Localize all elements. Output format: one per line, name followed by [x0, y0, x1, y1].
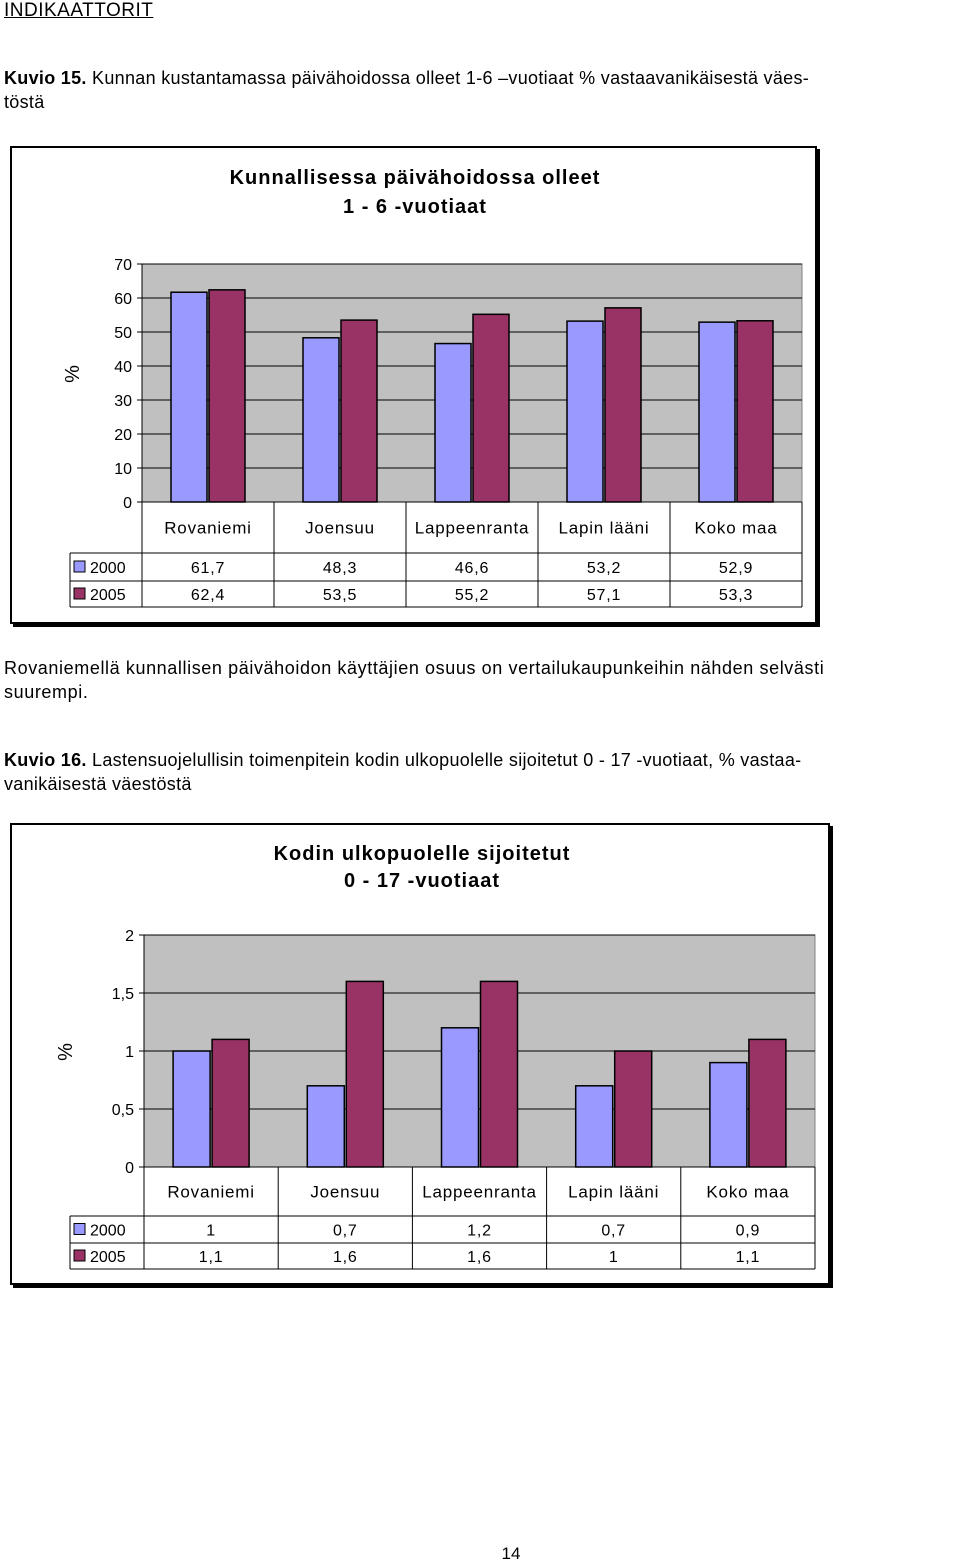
chart2-data-label-2005: 1,6 [467, 1249, 492, 1266]
chart1-bar-2005 [604, 307, 642, 503]
chart2-category-label: Lapin lääni [568, 1183, 659, 1202]
chart1-data-label-2005: 62,4 [191, 587, 225, 604]
chart1-legend-key-2000 [73, 560, 86, 573]
chart2-bar-2000 [172, 1050, 211, 1168]
chart2-legend-key-2005 [73, 1249, 86, 1262]
chart2-ytick-label: 0,5 [112, 1102, 134, 1119]
chart1-data-label-2005: 55,2 [455, 587, 489, 604]
chart1-bar-2000 [170, 291, 208, 503]
chart2-data-label-2000: 1,2 [467, 1223, 492, 1240]
chart1-category-label: Rovaniemi [164, 519, 252, 538]
chart2-ytick-label: 0 [125, 1160, 134, 1177]
chart1-bar-2005 [472, 313, 510, 503]
figure15-caption-text: Kunnan kustantamassa päivähoidossa ollee… [92, 68, 810, 88]
figure16-caption-text-2: vanikäisestä väestöstä [4, 774, 192, 794]
chart2-category-label: Joensuu [310, 1183, 380, 1202]
chart1-category-label: Lapin lääni [558, 519, 649, 538]
chart2-data-label-2000: 0,7 [333, 1223, 358, 1240]
chart2-bar-2000 [440, 1027, 480, 1168]
chart2-bar-2005 [748, 1038, 787, 1168]
chart2-data-label-2005: 1,6 [333, 1249, 358, 1266]
paragraph-line1: Rovaniemellä kunnallisen päivähoidon käy… [4, 658, 825, 678]
chart1-data-label-2000: 48,3 [323, 560, 357, 577]
chart1-frame: Kunnallisessa päivähoidossa olleet 1 - 6 … [10, 146, 817, 624]
figure15-caption-text-2: töstä [4, 92, 45, 112]
figure16-caption-label: Kuvio 16. [4, 750, 87, 770]
chart1-plot-area [141, 263, 803, 503]
chart1-bar-2000 [302, 337, 340, 503]
chart1-data-label-2000: 46,6 [455, 560, 489, 577]
page-number: 14 [501, 1544, 521, 1563]
chart1-ytick-label: 40 [114, 359, 132, 376]
figure15-caption: Kuvio 15. Kunnan kustantamassa päivähoid… [4, 66, 954, 114]
paragraph-line2: suurempi. [4, 682, 89, 702]
chart2-ytick-label: 1 [125, 1044, 134, 1061]
chart2-legend-label-2005: 2005 [90, 1249, 126, 1266]
chart2-ytick-label: 2 [125, 928, 134, 945]
chart2-bar-2005 [613, 1050, 653, 1168]
chart1-ytick-label: 10 [114, 461, 132, 478]
chart2-data-label-2000: 0,9 [736, 1223, 761, 1240]
chart1-category-label: Joensuu [305, 519, 375, 538]
chart1-legend-key-2005 [73, 587, 86, 600]
chart2-bar-2000 [306, 1085, 346, 1168]
chart1-ytick-label: 70 [114, 257, 132, 274]
chart1-legend-label-2000: 2000 [90, 560, 126, 577]
chart1-ytick-label: 30 [114, 393, 132, 410]
chart2-bar-2000 [709, 1061, 748, 1168]
chart1-data-label-2000: 53,2 [587, 560, 621, 577]
chart1-data-label-2005: 57,1 [587, 587, 621, 604]
chart2-data-label-2005: 1 [609, 1249, 619, 1266]
chart2-bar-2005 [211, 1038, 250, 1168]
chart1-ytick-label: 20 [114, 427, 132, 444]
body-paragraph: Rovaniemellä kunnallisen päivähoidon käy… [4, 656, 960, 704]
chart1-ytick-label: 50 [114, 325, 132, 342]
chart1-data-label-2005: 53,5 [323, 587, 357, 604]
chart1-ytick-label: 60 [114, 291, 132, 308]
figure16-caption: Kuvio 16. Lastensuojelullisin toimenpite… [4, 748, 954, 796]
chart1-data-label-2000: 61,7 [191, 560, 225, 577]
chart2-bar-2000 [574, 1085, 614, 1168]
chart2-title-line1: Kodin ulkopuolelle sijoitetut [274, 843, 571, 865]
figure16-caption-text: Lastensuojelullisin toimenpitein kodin u… [92, 750, 802, 770]
chart2-data-label-2005: 1,1 [199, 1249, 224, 1266]
chart1-category-label: Lappeenranta [415, 519, 530, 538]
chart2: Kodin ulkopuolelle sijoitetut 0 - 17 -vuo… [55, 843, 816, 1270]
chart1-bar-2005 [208, 289, 246, 503]
chart1-ytick-label: 0 [123, 495, 132, 512]
chart2-bar-2005 [345, 980, 385, 1168]
chart2-legend-label-2000: 2000 [90, 1223, 126, 1240]
chart1-data-label-2005: 53,3 [719, 587, 753, 604]
chart1-title-line2: 1 - 6 -vuotiaat [343, 196, 487, 218]
chart1-bar-2000 [698, 321, 736, 503]
chart2-data-label-2000: 1 [206, 1223, 216, 1240]
chart2-title-line2: 0 - 17 -vuotiaat [344, 870, 500, 892]
chart1-category-label: Koko maa [695, 519, 778, 538]
chart1-legend-label-2005: 2005 [90, 587, 126, 604]
chart1-ylabel: % [62, 365, 84, 383]
chart2-legend-key-2000 [73, 1223, 86, 1235]
figure15-caption-label: Kuvio 15. [4, 68, 87, 88]
chart2-data-label-2000: 0,7 [601, 1223, 626, 1240]
chart1-data-label-2000: 52,9 [719, 560, 753, 577]
chart2-data-label-2005: 1,1 [736, 1249, 761, 1266]
chart2-category-label: Koko maa [706, 1183, 789, 1202]
chart2-category-label: Lappeenranta [422, 1183, 537, 1202]
chart2-frame: Kodin ulkopuolelle sijoitetut 0 - 17 -vuo… [10, 823, 830, 1285]
chart2-ytick-label: 1,5 [112, 986, 134, 1003]
chart2-category-label: Rovaniemi [167, 1183, 255, 1202]
chart1-bar-2005 [340, 319, 378, 503]
chart1-title-line1: Kunnallisessa päivähoidossa olleet [230, 167, 601, 189]
chart1-bar-2005 [736, 320, 774, 503]
chart1-bar-2000 [566, 320, 604, 503]
chart2-bar-2005 [479, 980, 519, 1168]
chart1-bar-2000 [434, 342, 472, 503]
page-header: INDIKAATTORIT [4, 0, 154, 21]
chart1: Kunnallisessa päivähoidossa olleet 1 - 6 … [62, 167, 803, 608]
chart2-ylabel: % [55, 1043, 77, 1061]
